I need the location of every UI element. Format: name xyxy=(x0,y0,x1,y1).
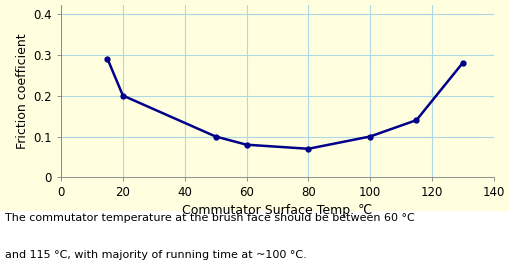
X-axis label: Commutator Surface Temp. ℃: Commutator Surface Temp. ℃ xyxy=(182,204,373,217)
Text: The commutator temperature at the brush face should be between 60 °C: The commutator temperature at the brush … xyxy=(5,213,415,223)
Text: and 115 °C, with majority of running time at ~100 °C.: and 115 °C, with majority of running tim… xyxy=(5,250,307,260)
Y-axis label: Friction coefficient: Friction coefficient xyxy=(16,34,29,149)
